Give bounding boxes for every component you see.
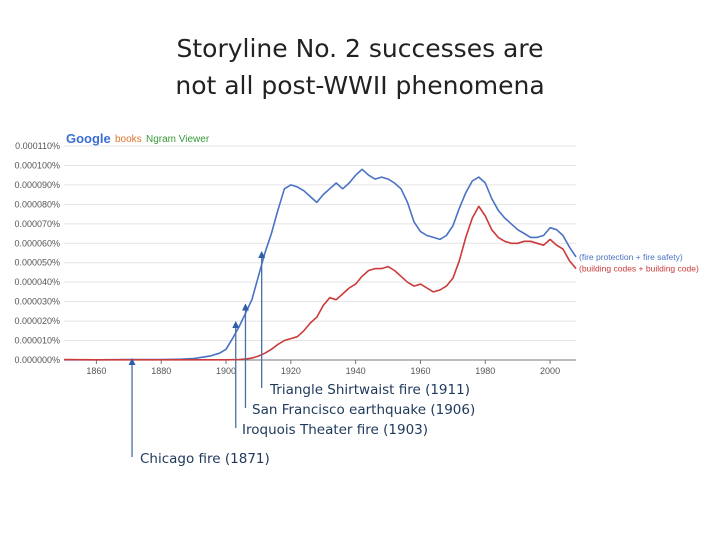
slide-title-line-2: not all post-WWII phenomena [175,71,545,100]
legend-entry-2: (building codes + building code) [579,264,699,274]
annotation-arrowhead [128,358,136,365]
y-tick-label: 0.000070% [14,219,60,229]
annotations: Triangle Shirtwaist fire (1911) San Franc… [128,251,475,467]
series-lines [63,168,577,361]
annotation-label: San Francisco earthquake (1906) [252,402,475,418]
x-tick-label: 1880 [151,366,171,376]
annotation-label: Iroquois Theater fire (1903) [242,422,428,438]
logo-google: Google [66,131,111,146]
legend: (fire protection + fire safety) (building… [579,252,699,274]
legend-entry-1: (fire protection + fire safety) [579,252,683,262]
annotation-4: Chicago fire (1871) [128,358,270,467]
google-books-ngram-logo: Google books Ngram Viewer [66,131,210,146]
annotation-3: Iroquois Theater fire (1903) [232,321,428,438]
annotation-2: San Francisco earthquake (1906) [241,303,475,418]
annotation-1: Triangle Shirtwaist fire (1911) [258,251,470,398]
y-tick-label: 0.000010% [14,336,60,346]
y-tick-label: 0.000040% [14,277,60,287]
y-tick-label: 0.000110% [15,141,60,151]
gridlines [64,145,576,342]
x-tick-label: 1860 [86,366,106,376]
x-tick-label: 1980 [475,366,495,376]
x-tick-label: 1960 [410,366,430,376]
y-tick-label: 0.000000% [14,355,60,365]
annotation-arrowhead [241,303,249,311]
y-tick-label: 0.000030% [14,297,60,307]
y-tick-label: 0.000100% [14,160,60,170]
y-tick-label: 0.000060% [14,238,60,248]
annotation-label: Chicago fire (1871) [140,451,270,467]
annotation-arrowhead [232,321,240,329]
logo-ngram-viewer: Ngram Viewer [146,134,210,145]
y-tick-label: 0.000090% [14,180,60,190]
series-line-2 [63,205,577,361]
x-tick-label: 1940 [346,366,366,376]
y-tick-label: 0.000050% [14,258,60,268]
x-tick-label: 1920 [281,366,301,376]
series-line-1 [64,168,577,361]
slide-title-line-1: Storyline No. 2 successes are [176,34,544,63]
x-tick-label: 1900 [216,366,236,376]
y-axis-ticks: 0.000000% 0.000010% 0.000020% 0.000030% 0.00… [14,141,60,365]
slide-title: Storyline No. 2 successes are not all po… [110,30,610,104]
annotation-arrowhead [258,251,266,258]
logo-books: books [115,134,142,145]
y-tick-label: 0.000020% [14,316,60,326]
y-tick-label: 0.000080% [14,199,60,209]
x-tick-label: 2000 [540,366,560,376]
annotation-label: Triangle Shirtwaist fire (1911) [269,382,470,398]
x-axis-ticks: 1860 1880 1900 1920 1940 1960 1980 2000 [86,360,560,376]
